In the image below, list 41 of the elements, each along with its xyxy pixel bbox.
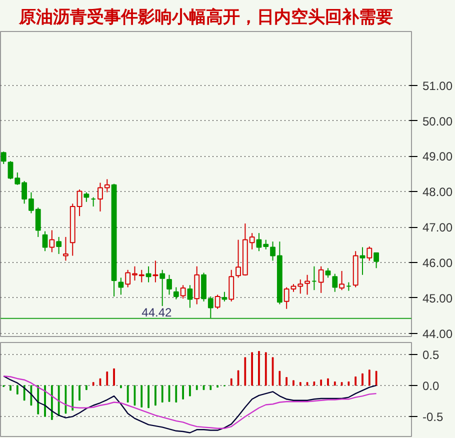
candlestick (56, 236, 62, 254)
y-tick-label: 45.00 (422, 291, 453, 306)
candlestick (312, 266, 317, 291)
candlestick (42, 230, 48, 252)
candlestick (152, 260, 158, 283)
candlestick (222, 291, 228, 302)
candlestick (146, 266, 152, 283)
y-tick-label: 46.00 (422, 256, 453, 270)
candlestick (325, 268, 331, 278)
y-tick-label: 47.00 (422, 220, 453, 235)
candlestick (214, 294, 220, 310)
candlestick (63, 236, 68, 262)
candlestick (173, 286, 179, 300)
chart-title: 原油沥青受事件影响小幅高开，日内空头回补需要 (18, 8, 393, 26)
candlestick (118, 277, 124, 296)
y-tick-label: 0.0 (422, 378, 440, 393)
y-tick-label: 48.00 (422, 185, 453, 200)
y-tick-label: -0.5 (422, 410, 444, 424)
candlestick (90, 196, 96, 207)
y-tick-label: 44.00 (422, 326, 453, 341)
candlestick (318, 266, 324, 294)
candlestick (332, 273, 338, 292)
candlestick (374, 252, 380, 269)
candlestick (84, 192, 90, 202)
candlestick (160, 269, 166, 307)
candlestick (366, 246, 372, 262)
candlestick (194, 266, 200, 305)
y-tick-label: 50.00 (422, 114, 453, 128)
ref-line-label: 44.42 (142, 305, 172, 320)
y-tick-label: 51.00 (422, 78, 453, 93)
candlestick (187, 284, 193, 308)
candlestick (360, 246, 366, 276)
y-tick-label: 49.00 (422, 150, 453, 164)
candlestick (166, 274, 172, 296)
candlestick (0, 151, 6, 164)
candlestick (180, 284, 186, 300)
candlestick (228, 269, 234, 302)
y-tick-label: 0.5 (422, 348, 440, 362)
candlestick (304, 274, 310, 296)
candlestick (339, 270, 344, 291)
candlestick (49, 230, 55, 253)
